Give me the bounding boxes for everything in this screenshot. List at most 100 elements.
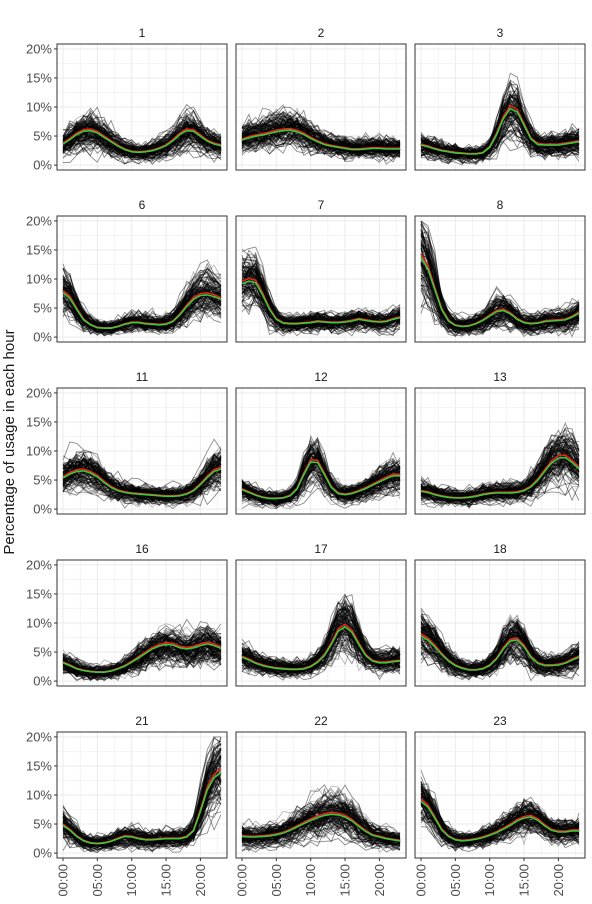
individual-line bbox=[420, 437, 580, 495]
individual-line bbox=[241, 794, 401, 842]
individual-line bbox=[62, 637, 222, 675]
individual-line bbox=[62, 788, 222, 849]
individual-line bbox=[420, 265, 580, 329]
individual-line bbox=[62, 267, 222, 329]
individual-line bbox=[420, 123, 580, 163]
individual-line bbox=[420, 476, 580, 508]
individual-line bbox=[62, 259, 222, 326]
individual-line bbox=[420, 641, 580, 675]
individual-line bbox=[420, 439, 580, 493]
individual-line bbox=[420, 647, 580, 678]
individual-line bbox=[241, 447, 401, 499]
facet-label: 21 bbox=[135, 714, 149, 728]
individual-line bbox=[62, 121, 222, 159]
individual-line bbox=[241, 803, 401, 842]
individual-line bbox=[62, 129, 222, 164]
individual-line bbox=[241, 127, 401, 156]
individual-line bbox=[420, 290, 580, 336]
median-line bbox=[62, 771, 222, 845]
y-tick-label: 20% bbox=[26, 213, 52, 228]
individual-line bbox=[241, 257, 401, 330]
individual-line bbox=[241, 821, 401, 853]
individual-line bbox=[62, 276, 222, 327]
individual-line bbox=[241, 481, 401, 506]
individual-line bbox=[241, 810, 401, 843]
individual-line bbox=[241, 124, 401, 152]
individual-line bbox=[241, 107, 401, 146]
individual-line bbox=[62, 462, 222, 501]
individual-line bbox=[420, 783, 580, 839]
individual-line bbox=[62, 116, 222, 154]
individual-line bbox=[241, 463, 401, 505]
individual-line bbox=[420, 796, 580, 843]
individual-line bbox=[62, 109, 222, 152]
individual-line bbox=[62, 114, 222, 150]
individual-line bbox=[62, 136, 222, 159]
individual-line bbox=[242, 797, 401, 838]
individual-line bbox=[62, 650, 222, 682]
individual-line bbox=[241, 287, 401, 331]
individual-line bbox=[241, 291, 401, 332]
individual-line bbox=[241, 474, 401, 509]
individual-line bbox=[241, 455, 401, 500]
individual-line bbox=[420, 618, 580, 669]
individual-line bbox=[62, 306, 222, 337]
individual-line bbox=[420, 801, 580, 845]
individual-line bbox=[420, 110, 580, 160]
individual-line bbox=[62, 475, 222, 503]
individual-line bbox=[241, 804, 401, 840]
median-line bbox=[62, 129, 222, 154]
individual-line bbox=[420, 93, 580, 159]
individual-line bbox=[62, 736, 222, 842]
individual-line bbox=[62, 476, 222, 507]
individual-line bbox=[241, 624, 401, 675]
individual-line bbox=[241, 270, 401, 328]
individual-line bbox=[62, 642, 222, 680]
individual-line bbox=[62, 743, 222, 847]
y-tick-label: 10% bbox=[26, 788, 52, 803]
individual-line bbox=[241, 646, 401, 681]
individual-line bbox=[241, 260, 401, 328]
y-tick-label: 5% bbox=[33, 129, 52, 144]
individual-line bbox=[420, 239, 580, 325]
individual-line bbox=[62, 446, 222, 494]
individual-line bbox=[62, 121, 222, 155]
individual-line bbox=[241, 640, 401, 675]
individual-line bbox=[241, 269, 401, 331]
individual-line bbox=[62, 302, 222, 336]
individual-line bbox=[420, 624, 580, 672]
individual-line bbox=[62, 466, 222, 501]
individual-line bbox=[420, 450, 580, 502]
individual-line bbox=[62, 298, 222, 334]
individual-line bbox=[63, 645, 222, 676]
individual-line bbox=[241, 119, 401, 150]
individual-line bbox=[420, 801, 580, 852]
individual-line bbox=[420, 645, 580, 681]
individual-line bbox=[62, 136, 222, 158]
individual-line bbox=[62, 122, 222, 156]
individual-line bbox=[241, 444, 401, 501]
facet-label: 17 bbox=[314, 542, 328, 556]
individual-line bbox=[241, 118, 401, 152]
individual-line bbox=[241, 272, 401, 334]
individual-line bbox=[62, 130, 222, 160]
individual-line bbox=[62, 748, 222, 848]
individual-line bbox=[241, 594, 401, 667]
individual-line bbox=[62, 306, 222, 336]
individual-line bbox=[420, 93, 580, 159]
individual-line bbox=[62, 280, 222, 331]
individual-line bbox=[62, 627, 222, 671]
individual-line bbox=[62, 138, 222, 160]
individual-line bbox=[241, 109, 401, 148]
individual-line bbox=[62, 457, 222, 501]
individual-line bbox=[241, 809, 401, 846]
individual-line bbox=[241, 809, 401, 843]
individual-line bbox=[420, 72, 580, 150]
individual-line bbox=[241, 128, 401, 158]
individual-line bbox=[62, 652, 222, 679]
individual-line bbox=[420, 791, 580, 846]
individual-line bbox=[62, 644, 222, 681]
individual-line bbox=[420, 781, 580, 838]
individual-line bbox=[420, 781, 580, 839]
individual-line bbox=[241, 605, 401, 673]
